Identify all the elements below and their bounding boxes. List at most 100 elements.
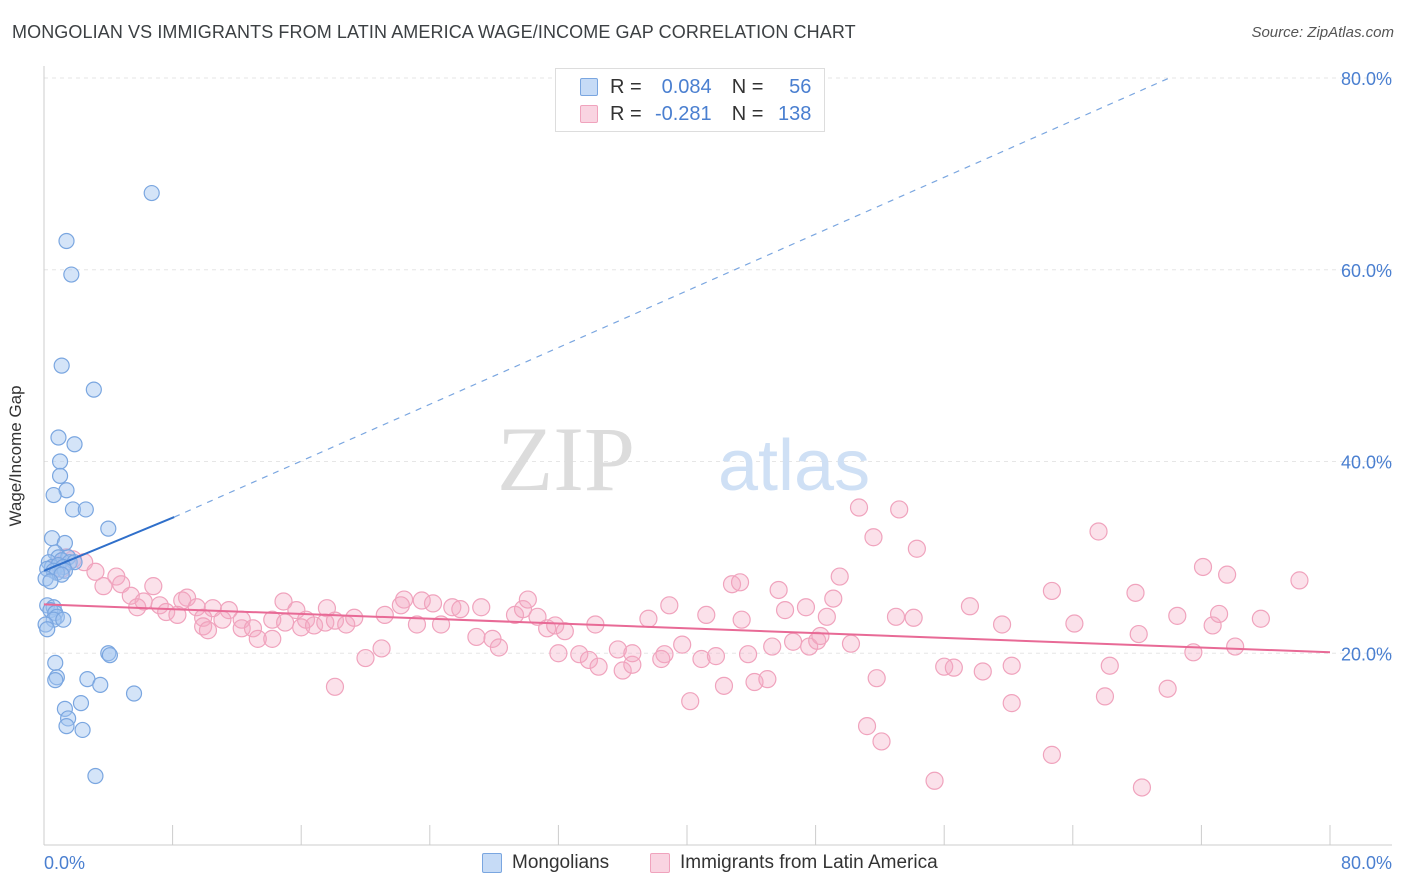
data-point-immigrants	[738, 645, 758, 664]
data-point-immigrants	[356, 648, 375, 668]
data-point-mongolians	[101, 647, 119, 664]
data-point-mongolians	[51, 467, 69, 484]
watermark: ZIP atlas	[497, 408, 870, 510]
data-point-immigrants	[1226, 637, 1245, 656]
data-point-immigrants	[1042, 745, 1062, 764]
data-point-mongolians	[77, 501, 94, 518]
data-point-immigrants	[325, 611, 345, 630]
legend-n-label: N =	[731, 75, 764, 98]
data-point-immigrants	[817, 607, 836, 626]
stats-legend: R = 0.084 N = 56 R = -0.281 N = 138	[555, 68, 825, 132]
data-point-immigrants	[973, 662, 992, 681]
data-point-immigrants	[1002, 694, 1021, 713]
data-point-immigrants	[579, 650, 599, 670]
data-point-immigrants	[925, 771, 944, 790]
data-point-immigrants	[1095, 687, 1115, 706]
data-point-immigrants	[1002, 656, 1021, 675]
data-point-immigrants	[423, 594, 443, 613]
data-point-immigrants	[489, 638, 509, 657]
watermark-atlas: atlas	[718, 426, 870, 506]
data-point-immigrants	[714, 676, 734, 695]
data-point-immigrants	[623, 644, 642, 663]
data-point-immigrants	[849, 498, 869, 517]
axes	[43, 66, 1392, 846]
data-point-mongolians	[64, 501, 82, 518]
data-point-mongolians	[92, 676, 109, 693]
data-point-immigrants	[555, 622, 574, 641]
trendline-immigrants	[43, 603, 1331, 654]
data-point-immigrants	[187, 598, 206, 617]
data-point-mongolians	[42, 602, 59, 619]
data-point-immigrants	[168, 605, 187, 625]
data-point-immigrants	[412, 591, 431, 610]
data-point-immigrants	[758, 670, 777, 689]
data-point-immigrants	[467, 627, 486, 647]
data-point-immigrants	[177, 588, 197, 607]
data-point-immigrants	[872, 732, 891, 751]
data-point-immigrants	[248, 629, 267, 648]
data-point-immigrants	[589, 657, 608, 676]
trendline-mongolians-extension	[173, 77, 1170, 518]
data-point-immigrants	[372, 639, 391, 658]
data-point-immigrants	[1129, 624, 1148, 644]
y-tick-label-20: 20.0%	[1341, 644, 1392, 664]
data-point-mongolians	[143, 184, 160, 202]
chart-title: MONGOLIAN VS IMMIGRANTS FROM LATIN AMERI…	[12, 22, 856, 42]
data-point-immigrants	[1193, 557, 1213, 577]
data-point-immigrants	[960, 597, 980, 616]
bottom-legend-swatch-blue	[482, 853, 502, 873]
x-tick-label-right: 80.0%	[1341, 853, 1392, 873]
data-point-immigrants	[841, 634, 861, 653]
data-point-mongolians	[47, 671, 64, 689]
data-point-mongolians	[85, 381, 102, 398]
y-tick-label-60: 60.0%	[1341, 261, 1392, 281]
data-point-immigrants	[1100, 656, 1119, 675]
legend-swatch-blue	[580, 78, 598, 96]
data-point-immigrants	[639, 609, 658, 628]
data-point-mongolians	[39, 621, 56, 638]
data-point-immigrants	[907, 539, 926, 558]
y-tick-label-80: 80.0%	[1341, 69, 1392, 89]
data-point-immigrants	[890, 500, 909, 519]
data-point-immigrants	[276, 613, 295, 632]
data-point-immigrants	[935, 657, 954, 676]
gridlines	[44, 77, 1392, 654]
data-point-immigrants	[304, 616, 324, 635]
data-point-immigrants	[652, 649, 671, 669]
trendlines	[43, 77, 1331, 654]
data-point-immigrants	[904, 608, 923, 627]
data-point-immigrants	[391, 596, 410, 615]
legend-row-immigrants: R = -0.281 N = 138	[580, 102, 811, 126]
data-point-immigrants	[608, 640, 627, 659]
data-point-immigrants	[546, 616, 565, 635]
data-point-mongolians	[45, 486, 62, 504]
data-point-immigrants	[1158, 679, 1177, 698]
tick-labels: 20.0% 40.0% 60.0% 80.0% 0.0% 80.0%	[44, 69, 1392, 873]
data-point-immigrants	[472, 598, 491, 617]
y-tick-label-40: 40.0%	[1341, 453, 1392, 473]
bottom-legend-label-mongolians: Mongolians	[512, 852, 610, 873]
data-point-immigrants	[1218, 565, 1237, 584]
data-point-immigrants	[86, 562, 105, 581]
x-tick-label-left: 0.0%	[44, 853, 85, 873]
legend-n-value-1: 56	[789, 75, 812, 98]
data-point-immigrants	[944, 658, 963, 677]
data-point-immigrants	[824, 589, 843, 608]
data-point-immigrants	[198, 621, 218, 640]
source-label: Source: ZipAtlas.com	[1251, 24, 1394, 41]
data-point-immigrants	[867, 669, 886, 688]
data-point-immigrants	[992, 615, 1012, 634]
data-point-immigrants	[274, 592, 293, 611]
legend-r-label: R =	[610, 75, 642, 98]
data-point-mongolians	[125, 685, 143, 702]
data-point-immigrants	[394, 590, 414, 609]
data-point-immigrants	[243, 619, 263, 638]
legend-n-label: N =	[731, 102, 764, 125]
bottom-legend-mongolians: Mongolians	[482, 852, 609, 874]
data-point-mongolians	[47, 654, 64, 671]
data-point-immigrants	[811, 626, 830, 646]
data-point-immigrants	[407, 615, 427, 634]
watermark-zip: ZIP	[497, 408, 635, 510]
data-point-mongolians	[87, 767, 104, 785]
data-point-immigrants	[830, 567, 849, 586]
